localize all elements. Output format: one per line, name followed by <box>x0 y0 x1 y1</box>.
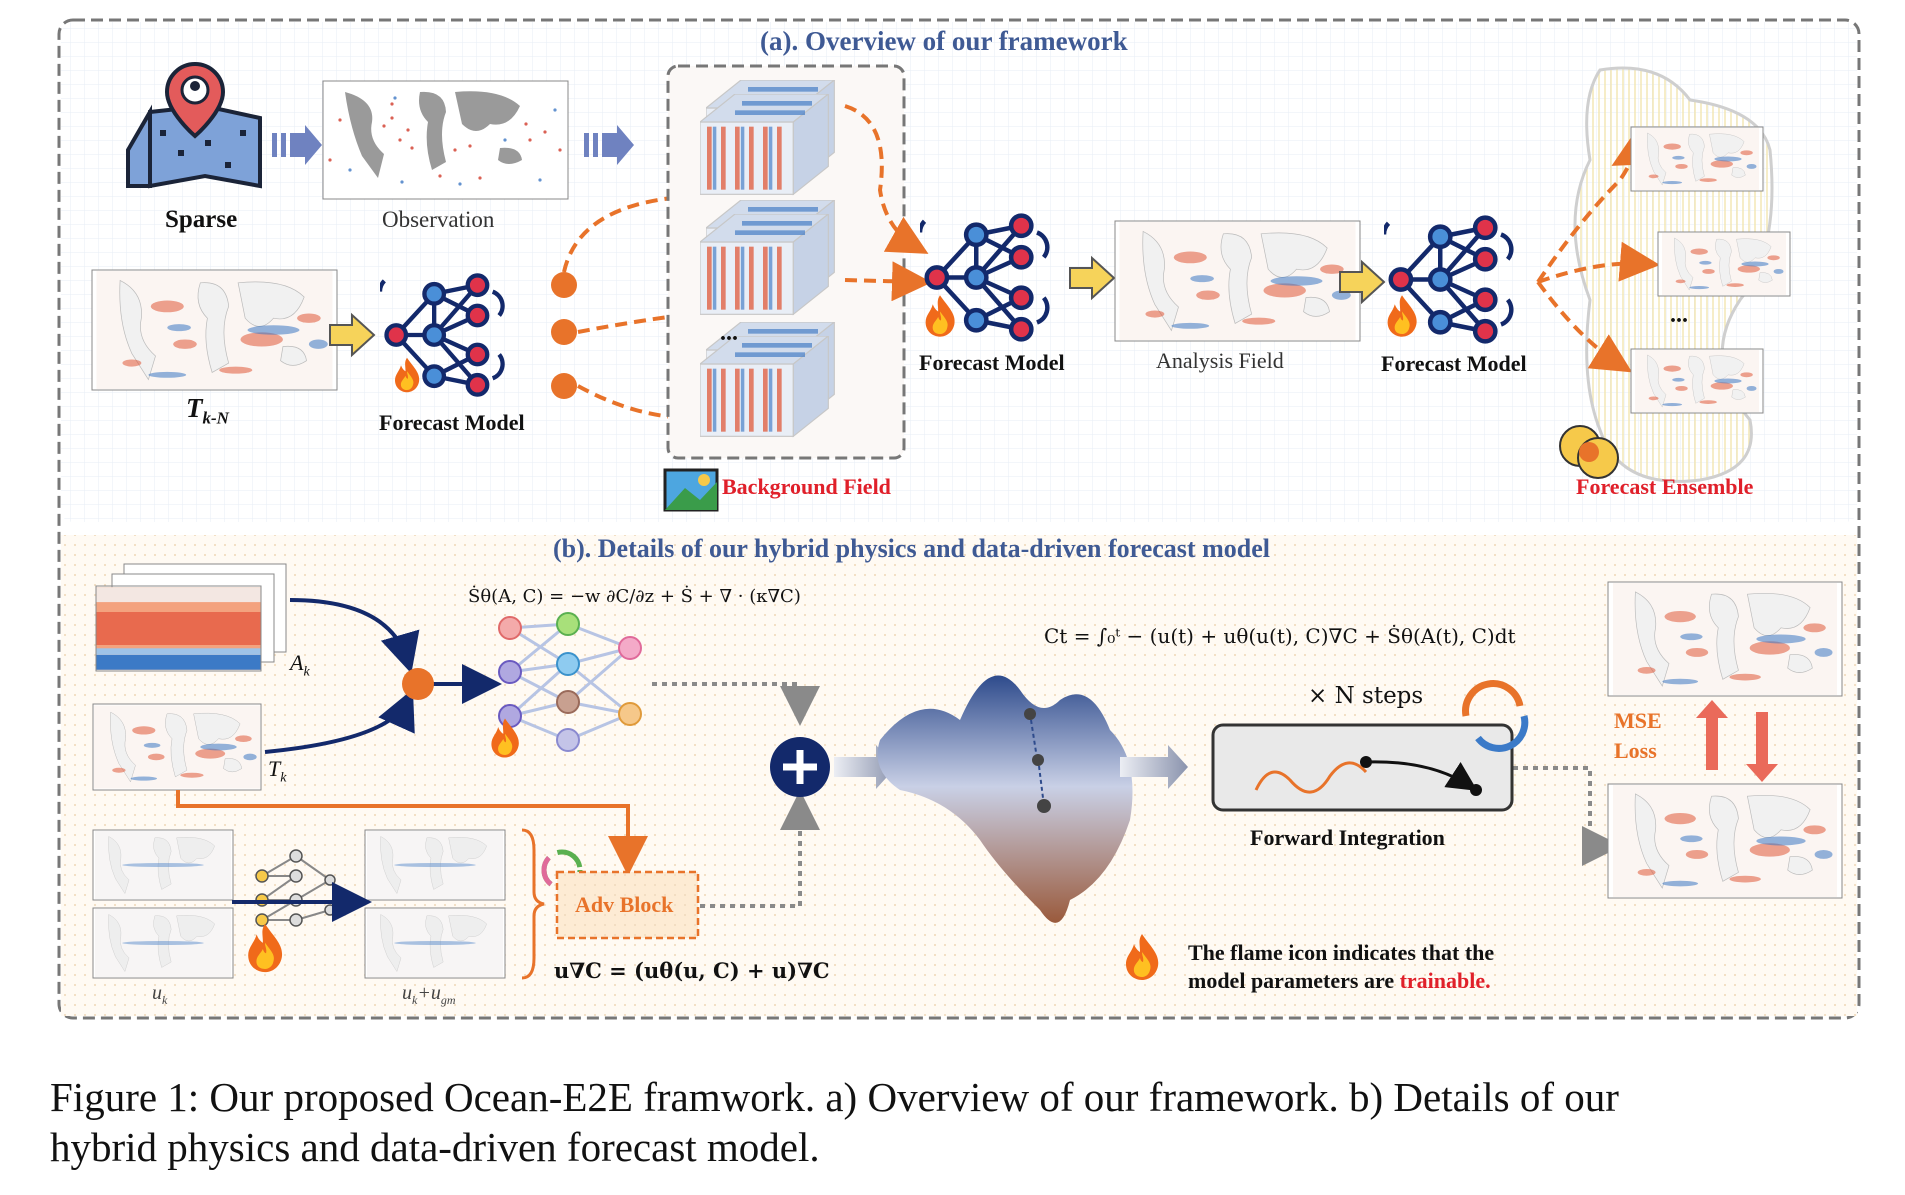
uk-map-1 <box>92 829 234 901</box>
ukugm-map-2 <box>364 907 506 979</box>
flame-note-line1: The flame icon indicates that the <box>1188 940 1495 965</box>
forecast-ensemble-label: Forecast Ensemble <box>1576 474 1754 499</box>
picture-icon <box>663 468 719 512</box>
loss-landscape <box>877 675 1133 923</box>
ak-map-stack <box>95 563 287 672</box>
ukugm-map-1 <box>364 829 506 901</box>
gray-arrow-2 <box>1120 745 1188 789</box>
forward-integration-label: Forward Integration <box>1250 825 1445 850</box>
source-equation: Ṡθ(A, C) = −w ∂C/∂z + Ṡ + ∇ · (κ∇C) <box>468 586 801 607</box>
figure-canvas <box>57 18 1861 1020</box>
ensemble-member-2 <box>1657 231 1791 297</box>
sample-dots <box>551 272 577 399</box>
yellow-arrow-1 <box>329 312 376 358</box>
forecast-model-2-label: Forecast Model <box>919 350 1065 375</box>
ensemble-compass-icon <box>1559 425 1619 479</box>
background-field-ensemble <box>700 80 835 437</box>
background-ellipsis: ... <box>720 320 738 346</box>
integral-equation: Ct = ∫₀ᵗ − (u(t) + uθ(u(t), C)∇C + Ṡθ(A(… <box>1044 624 1516 648</box>
section-b-title: (b). Details of our hybrid physics and d… <box>553 534 1270 563</box>
ukugm-label: uk+ugm <box>402 982 456 1007</box>
ensemble-ellipsis: ... <box>1670 302 1688 328</box>
forward-integration-box <box>1211 723 1514 812</box>
blue-arrow-1 <box>272 125 322 165</box>
yellow-arrow-3 <box>1339 259 1386 305</box>
tkn-map <box>91 269 338 391</box>
loss-label: Loss <box>1614 738 1657 763</box>
forecast-model-1-label: Forecast Model <box>379 410 525 435</box>
mse-label: MSE <box>1614 708 1662 733</box>
ak-label: Ak <box>290 650 310 680</box>
prediction-map <box>1607 581 1843 697</box>
source-network <box>498 612 642 752</box>
forecast-model-3-label: Forecast Model <box>1381 351 1527 376</box>
observation-map <box>322 80 569 200</box>
flame-note-line2: model parameters are trainable. <box>1188 968 1491 993</box>
ensemble-member-1 <box>1630 126 1764 192</box>
uk-label: uk <box>152 982 168 1007</box>
adv-block-label: Adv Block <box>575 892 674 917</box>
tk-map <box>92 703 262 791</box>
yellow-arrow-2 <box>1069 255 1116 301</box>
n-steps-label: × N steps <box>1308 683 1424 709</box>
sparse-label: Sparse <box>165 206 238 233</box>
uk-map-2 <box>92 907 234 979</box>
observation-label: Observation <box>382 207 495 232</box>
plus-node <box>770 737 830 797</box>
background-field-label: Background Field <box>722 474 891 499</box>
target-map <box>1607 783 1843 899</box>
section-a-title: (a). Overview of our framework <box>760 26 1128 56</box>
analysis-field-map <box>1114 220 1361 342</box>
caption-line-2: hybrid physics and data-driven forecast … <box>50 1124 820 1170</box>
analysis-field-label: Analysis Field <box>1156 348 1284 373</box>
caption-line-1: Figure 1: Our proposed Ocean-E2E framwor… <box>50 1074 1619 1120</box>
tk-label: Tk <box>268 756 287 786</box>
ensemble-member-3 <box>1630 348 1764 414</box>
advection-equation: u∇C = (uθ(u, C) + u)∇C <box>554 958 830 983</box>
mse-up-arrow <box>1696 700 1728 770</box>
brace <box>521 828 545 980</box>
refresh-icon <box>1462 680 1529 752</box>
outer-frame <box>57 18 1861 1020</box>
sparse-map-icon <box>126 61 262 189</box>
tkn-label: Tk-N <box>186 393 229 428</box>
mse-down-arrow <box>1746 712 1778 782</box>
combine-node <box>402 668 434 700</box>
figure-caption: Figure 1: Our proposed Ocean-E2E framwor… <box>50 1072 1870 1172</box>
blue-arrow-2 <box>584 125 634 165</box>
